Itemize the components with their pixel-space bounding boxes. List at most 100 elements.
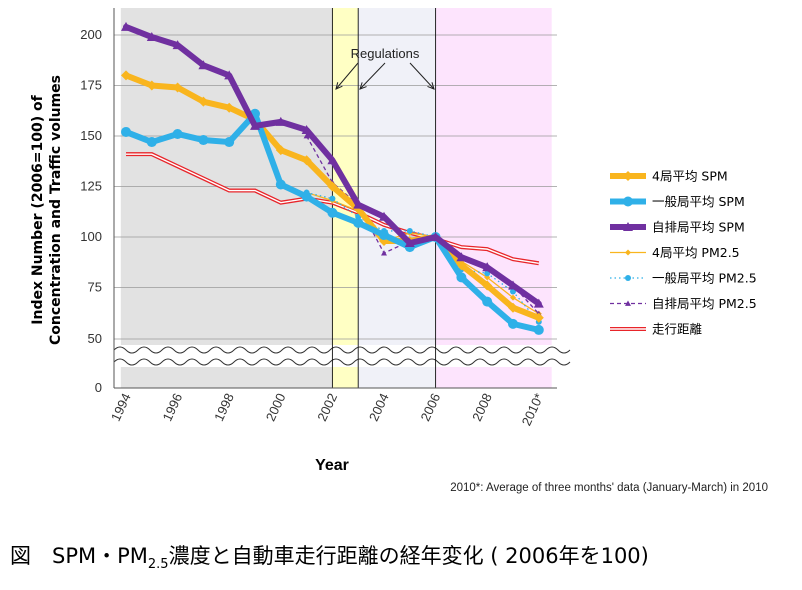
regulation-arrow [409, 62, 435, 90]
regulations-label: Regulations [351, 46, 420, 61]
y-tick-label: 0 [95, 380, 102, 395]
data-point [121, 70, 131, 81]
x-tick-labels: 1994 1996 1998 2000 2002 2004 2006 2008 2010* [108, 391, 547, 428]
x-axis-label: Year [315, 457, 349, 474]
data-point [327, 207, 338, 218]
axis-break-gap [114, 345, 557, 367]
data-point [250, 120, 260, 130]
data-point [327, 155, 338, 165]
regulation-arrow-head [359, 82, 367, 90]
y-tick-label: 125 [80, 179, 102, 194]
data-point [482, 296, 493, 307]
data-point [406, 227, 413, 234]
y-tick-labels: 0 50 75 100 125 150 175 200 [80, 27, 102, 395]
legend-item-0: 4局平均 SPM [610, 169, 728, 184]
legend-item-2: 自排局平均 SPM [610, 220, 745, 235]
data-point [482, 262, 493, 272]
legend-marker [623, 171, 633, 181]
regulation-arrow [335, 62, 359, 90]
y-tick-label: 50 [88, 331, 102, 346]
legend-label: 4局平均 PM2.5 [652, 245, 740, 260]
regulation-arrow [359, 62, 386, 90]
legend-label: 一般局平均 SPM [652, 194, 745, 209]
data-point [121, 21, 131, 31]
x-tick-label: 2004 [366, 391, 392, 424]
data-point [275, 145, 286, 156]
x-tick-label: 2006 [418, 391, 444, 424]
data-point [533, 324, 544, 335]
regulation-arrow-head [427, 82, 435, 90]
data-point [508, 280, 518, 290]
legend-marker [623, 196, 633, 207]
axis-break-line-lower [113, 358, 571, 366]
legend-item-6: 走行距離 [610, 322, 703, 337]
data-point [379, 229, 389, 240]
data-point [329, 195, 336, 202]
data-point [404, 238, 415, 248]
data-point [121, 126, 131, 137]
data-point [275, 116, 286, 126]
data-point [508, 318, 518, 329]
axes [113, 8, 557, 389]
data-point [224, 70, 235, 80]
y-tick-label: 100 [80, 229, 102, 244]
data-point [508, 302, 518, 313]
data-point [353, 217, 364, 228]
series-lines [121, 21, 544, 335]
data-point [198, 60, 209, 70]
legend-label: 自排局平均 SPM [652, 220, 745, 235]
x-tick-label: 1998 [211, 391, 237, 424]
data-point [275, 179, 286, 190]
series-0 [121, 70, 544, 323]
data-point [301, 191, 312, 202]
legend-item-3: 4局平均 PM2.5 [610, 245, 740, 260]
data-point [303, 133, 310, 139]
data-point [198, 96, 209, 107]
x-tick-label: 2002 [314, 391, 340, 424]
chart: 0 50 75 100 125 150 175 200 1994 1996 1998 2000 200… [30, 8, 768, 494]
x-tick-label: 2000 [263, 391, 289, 424]
caption-prefix: 図 SPM・PM [10, 544, 148, 568]
series-line [306, 191, 540, 323]
y-axis-label-line-2: Concentration and Traffic volumes [48, 75, 64, 345]
axis-break-line-upper [113, 346, 571, 354]
data-point [510, 294, 516, 301]
series-line [306, 191, 540, 315]
footnote: 2010*: Average of three months' data (Ja… [450, 482, 768, 494]
y-tick-label: 175 [80, 78, 102, 93]
data-point [533, 298, 544, 308]
legend-marker [625, 249, 631, 256]
legend-marker [625, 275, 631, 281]
x-tick-label: 2008 [469, 391, 495, 424]
data-point [146, 80, 157, 91]
y-tick-label: 75 [88, 280, 102, 295]
figure-caption: 図 SPM・PM2.5濃度と自動車走行距離の経年変化 ( 2006年を100) [10, 540, 649, 572]
data-point [224, 102, 235, 113]
y-tick-label: 150 [80, 128, 102, 143]
legend-label: 4局平均 SPM [652, 169, 728, 184]
legend-label: 走行距離 [652, 322, 703, 337]
data-point [301, 124, 312, 134]
data-point [456, 272, 467, 283]
data-point [301, 155, 312, 166]
data-point [353, 199, 364, 209]
x-tick-label: 1996 [160, 391, 186, 424]
data-point [327, 181, 338, 192]
legend-label: 一般局平均 PM2.5 [652, 271, 757, 286]
shaded-period-2 [358, 8, 436, 388]
data-point [533, 312, 544, 323]
legend-item-4: 一般局平均 PM2.5 [610, 271, 757, 286]
y-tick-label: 200 [80, 27, 102, 42]
data-point [430, 232, 441, 241]
data-point [172, 128, 183, 139]
data-point [482, 280, 493, 291]
caption-suffix: 濃度と自動車走行距離の経年変化 ( 2006年を100) [168, 544, 649, 568]
legend-marker [623, 222, 633, 231]
caption-subscript: 2.5 [147, 557, 169, 573]
regulations-annotation: Regulations [335, 46, 435, 90]
data-point [381, 250, 387, 256]
regulation-arrow-head [335, 82, 343, 90]
data-point [172, 82, 183, 93]
data-point [198, 135, 209, 146]
data-point [146, 137, 157, 148]
